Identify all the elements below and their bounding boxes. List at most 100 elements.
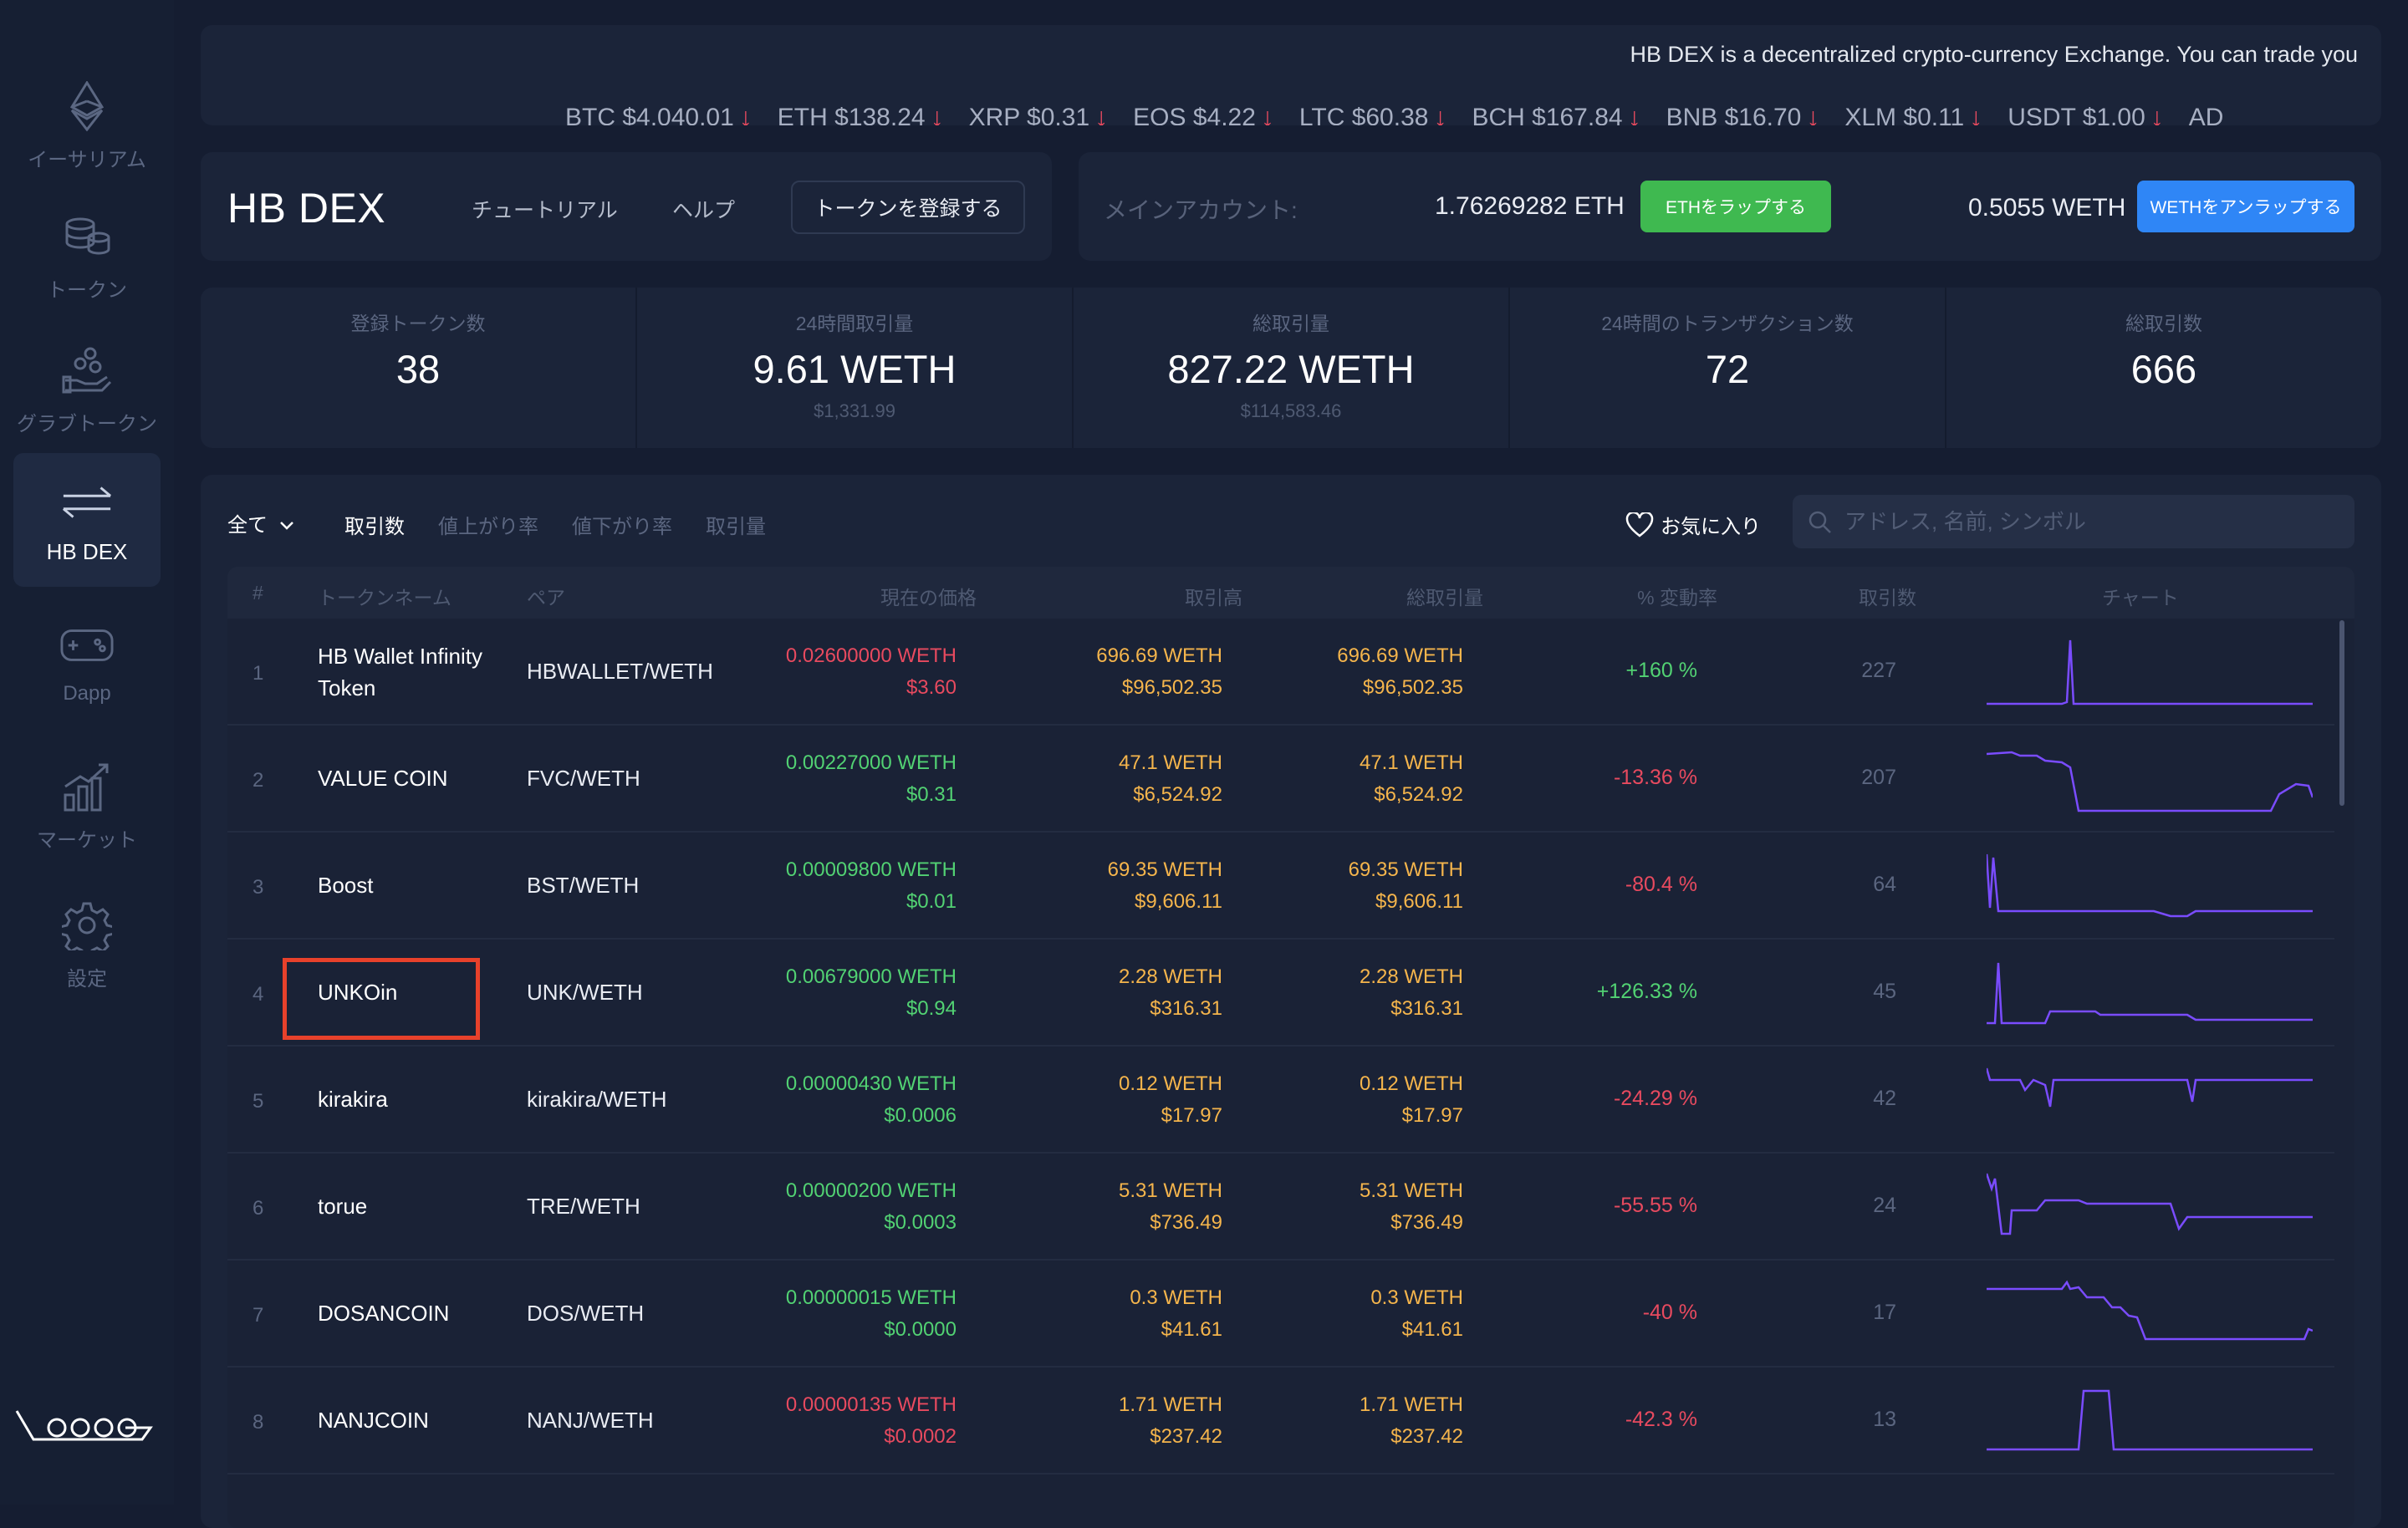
- token-name[interactable]: UNKOin: [318, 980, 398, 1005]
- table-row[interactable]: 5 kirakira kirakira/WETH 0.00000430 WETH…: [227, 1047, 2334, 1154]
- ticker-item: LTC $60.38 ↓: [1299, 102, 1447, 125]
- app-header: HB DEX チュートリアル ヘルプ トークンを登録する: [201, 152, 1052, 261]
- coins-icon: [60, 210, 114, 263]
- token-name[interactable]: HB Wallet Infinity Token: [318, 644, 482, 700]
- eth-balance: 1.76269282 ETH: [1435, 192, 1625, 220]
- page-title: HB DEX: [227, 185, 386, 232]
- sidebar-item-dapp[interactable]: Dapp: [13, 595, 161, 729]
- table-row[interactable]: 3 Boost BST/WETH 0.00009800 WETH $0.01 69…: [227, 833, 2334, 940]
- sidebar-item-market[interactable]: マーケット: [13, 739, 161, 873]
- tab-trades[interactable]: 取引数: [344, 516, 405, 538]
- row-number: 4: [253, 983, 264, 1006]
- ticker-item: USDT $1.00 ↓: [2008, 102, 2164, 125]
- table-row[interactable]: 4 UNKOin UNK/WETH 0.00679000 WETH $0.94 2…: [227, 940, 2334, 1047]
- trade-volume: 47.1 WETH $6,524.92: [1118, 751, 1222, 806]
- row-number: 8: [253, 1411, 264, 1434]
- table-row[interactable]: 1 HB Wallet Infinity Token HBWALLET/WETH …: [227, 619, 2334, 726]
- change-percent: +160 %: [1625, 659, 1698, 682]
- total-volume: 2.28 WETH $316.31: [1359, 965, 1463, 1020]
- sparkline-chart: [1987, 1389, 2313, 1451]
- register-token-button[interactable]: トークンを登録する: [791, 181, 1025, 234]
- column-header[interactable]: トークンネーム: [318, 587, 452, 609]
- filter-all-dropdown[interactable]: 全て: [227, 508, 295, 537]
- down-arrow-icon: ↓: [1094, 102, 1109, 125]
- change-percent: -42.3 %: [1625, 1408, 1697, 1431]
- total-volume: 0.3 WETH $41.61: [1370, 1286, 1463, 1341]
- trade-count: 17: [1873, 1301, 1896, 1324]
- down-arrow-icon: ↓: [1433, 102, 1447, 125]
- sidebar-item-label: マーケット: [37, 828, 137, 852]
- price-ticker: HB DEX is a decentralized crypto-currenc…: [201, 25, 2381, 125]
- trade-volume: 69.35 WETH $9,606.11: [1107, 858, 1222, 913]
- sidebar-item-settings[interactable]: 設定: [13, 878, 161, 1011]
- token-pair: DOS/WETH: [527, 1301, 645, 1326]
- column-header[interactable]: 取引数: [1859, 587, 1916, 609]
- trade-count: 24: [1873, 1194, 1896, 1217]
- sidebar-item-label: トークン: [47, 278, 127, 302]
- main-account-label: メインアカウント:: [1104, 197, 1298, 223]
- current-price: 0.00679000 WETH $0.94: [785, 965, 957, 1020]
- chevron-down-icon: [279, 522, 293, 530]
- token-name[interactable]: DOSANCOIN: [318, 1301, 450, 1326]
- brand-logo: [15, 1410, 153, 1441]
- sidebar-item-ethereum[interactable]: イーサリアム: [13, 59, 161, 192]
- tab-volume[interactable]: 取引量: [706, 516, 766, 538]
- table-scrollbar[interactable]: [2339, 620, 2344, 806]
- current-price: 0.00227000 WETH $0.31: [785, 751, 957, 806]
- table-row[interactable]: 7 DOSANCOIN DOS/WETH 0.00000015 WETH $0.0…: [227, 1261, 2334, 1368]
- swap-arrows-icon: [60, 476, 114, 529]
- tab-price-drop[interactable]: 値下がり率: [572, 516, 672, 538]
- token-name[interactable]: kirakira: [318, 1087, 388, 1112]
- column-header[interactable]: 総取引量: [1406, 587, 1483, 609]
- sidebar-item-grab-token[interactable]: グラブトークン: [13, 323, 161, 456]
- column-header[interactable]: 現在の価格: [880, 587, 977, 609]
- table-row[interactable]: 2 VALUE COIN FVC/WETH 0.00227000 WETH $0.…: [227, 726, 2334, 833]
- sparkline-chart: [1987, 639, 2313, 705]
- trade-count: 45: [1873, 980, 1896, 1003]
- search-input[interactable]: [1793, 495, 2354, 548]
- total-volume: 69.35 WETH $9,606.11: [1348, 858, 1463, 913]
- ticker-message: HB DEX is a decentralized crypto-currenc…: [1630, 42, 2358, 67]
- table-row[interactable]: 8 NANJCOIN NANJ/WETH 0.00000135 WETH $0.0…: [227, 1368, 2334, 1475]
- column-header[interactable]: ペア: [527, 587, 565, 609]
- wrap-eth-button[interactable]: ETHをラップする: [1640, 181, 1831, 232]
- column-header[interactable]: 取引高: [1185, 587, 1242, 609]
- ticker-item: BCH $167.84 ↓: [1472, 102, 1640, 125]
- column-header: チャート: [2102, 587, 2179, 609]
- sparkline-chart: [1987, 962, 2313, 1025]
- trade-count: 207: [1861, 766, 1896, 789]
- weth-balance: 0.5055 WETH: [1968, 194, 2126, 222]
- trade-count: 64: [1873, 873, 1896, 896]
- total-volume: 1.71 WETH $237.42: [1359, 1393, 1463, 1448]
- row-number: 7: [253, 1304, 264, 1327]
- stat-sub: $1,331.99: [814, 400, 895, 421]
- sparkline-chart: [1987, 751, 2313, 812]
- token-name[interactable]: Boost: [318, 873, 374, 898]
- tab-price-rise[interactable]: 値上がり率: [438, 516, 538, 538]
- favorites-filter[interactable]: お気に入り: [1625, 510, 1761, 539]
- ticker-item: BTC $4,040.01 ↓: [565, 102, 752, 125]
- stat-label: 総取引数: [2125, 313, 2202, 334]
- stat-total-trades: 総取引数 666: [1945, 288, 2381, 448]
- column-header[interactable]: #: [253, 582, 263, 604]
- change-percent: -40 %: [1642, 1301, 1697, 1324]
- token-pair: kirakira/WETH: [527, 1087, 667, 1112]
- token-name[interactable]: torue: [318, 1194, 368, 1219]
- token-name[interactable]: VALUE COIN: [318, 766, 448, 791]
- help-link[interactable]: ヘルプ: [672, 199, 736, 222]
- table-row[interactable]: 6 torue TRE/WETH 0.00000200 WETH $0.0003 …: [227, 1154, 2334, 1261]
- column-header[interactable]: % 変動率: [1637, 587, 1717, 609]
- tutorial-link[interactable]: チュートリアル: [472, 199, 618, 222]
- token-name[interactable]: NANJCOIN: [318, 1408, 429, 1433]
- change-percent: +126.33 %: [1596, 980, 1697, 1003]
- down-arrow-icon: ↓: [1806, 102, 1820, 125]
- total-volume: 5.31 WETH $736.49: [1359, 1179, 1463, 1234]
- token-pair: UNK/WETH: [527, 980, 643, 1005]
- gear-icon: [60, 899, 114, 952]
- ethereum-icon: [60, 79, 114, 133]
- unwrap-weth-button[interactable]: WETHをアンラップする: [2137, 181, 2354, 232]
- sidebar-item-hb-dex[interactable]: HB DEX: [13, 453, 161, 587]
- trade-count: 42: [1873, 1087, 1896, 1110]
- stat-label: 24時間のトランザクション数: [1601, 313, 1854, 334]
- sidebar-item-tokens[interactable]: トークン: [13, 189, 161, 323]
